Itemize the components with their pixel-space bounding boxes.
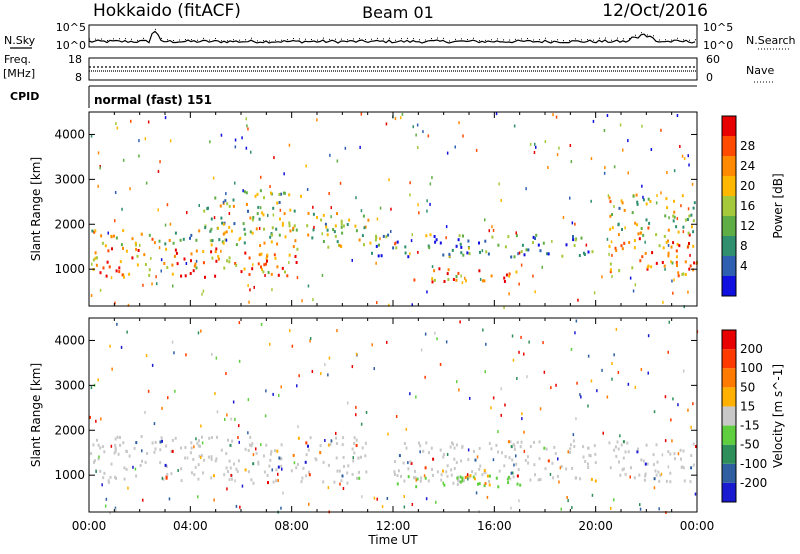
beam-title: Beam 01 [362,3,434,22]
noise-sky-line [88,30,696,44]
velocity-ylabel: Slant Range [km] [29,363,43,467]
velocity-frame [88,317,698,513]
velocity-colorbar-tick-0: 200 [740,342,763,356]
power-region-5 [369,233,594,259]
noise-right-tick-high: 10^5 [703,21,733,34]
velocity-region-1 [393,439,597,485]
velocity-colorbar-tick-2: 50 [740,380,755,394]
power-ytick-label-1: 2000 [54,217,85,231]
velocity-colorbar-tick-5: -50 [740,438,760,452]
velocity-colorbar-label: Velocity [m s^-1] [771,364,785,468]
nsky-label: N.Sky [4,34,36,47]
power-region-3 [292,211,370,249]
power-region-0 [92,246,299,279]
power-colorbar-seg-5 [722,176,736,196]
noise-left-tick-high: 10^5 [56,21,86,34]
velocity-colorbar-seg-2 [722,444,736,464]
power-colorbar-seg-3 [722,216,736,236]
velocity-scatter-noise [89,319,699,515]
power-ytick-label-2: 3000 [54,172,85,186]
velocity-region-2 [396,473,522,489]
power-region-1 [91,229,292,248]
power-colorbar-frame [721,115,737,297]
velocity-colorbar-tick-3: 15 [740,399,755,413]
freq-unit-label: [MHz] [3,67,35,80]
velocity-colorbar-seg-1 [722,463,736,483]
freq-tick-high: 18 [68,53,82,66]
velocity-ytick-label-3: 4000 [54,333,85,347]
power-colorbar-seg-2 [722,236,736,256]
velocity-region-4 [608,440,695,484]
power-ytick-label-0: 1000 [54,262,85,276]
velocity-colorbar-seg-8 [722,330,736,350]
freq-label: Freq. [4,53,31,66]
xtick-label-3: 12:00 [376,519,411,533]
velocity-ytick-label-1: 2000 [54,423,85,437]
power-colorbar-tick-1: 8 [740,239,748,253]
power-region-6 [608,233,698,278]
power-region-4 [413,267,518,284]
power-colorbar-label: Power [dB] [771,173,785,238]
cpid-label: CPID [10,90,39,103]
velocity-colorbar-seg-3 [722,425,736,445]
velocity-colorbar-seg-0 [722,482,736,502]
velocity-colorbar-seg-4 [722,406,736,426]
power-colorbar-tick-0: 4 [740,259,748,273]
station-title: Hokkaido (fitACF) [93,1,241,21]
cpid-text: normal (fast) 151 [94,93,212,107]
xtick-label-4: 16:00 [477,519,512,533]
nave-label: Nave [746,64,774,77]
xtick-label-1: 04:00 [173,519,208,533]
xaxis-label: Time UT [367,533,418,547]
power-colorbar-tick-6: 28 [740,139,755,153]
velocity-region-0 [90,435,368,485]
xtick-label-6: 00:00 [680,519,715,533]
noise-left-tick-low: 10^0 [56,39,86,52]
freq-strip-frame [88,57,698,81]
xtick-label-2: 08:00 [274,519,309,533]
xtick-label-5: 20:00 [578,519,613,533]
power-ytick-label-3: 4000 [54,127,85,141]
power-region-7 [608,193,696,237]
velocity-ytick-label-0: 1000 [54,468,85,482]
power-ylabel: Slant Range [km] [29,157,43,261]
freq-tick-low: 8 [75,71,82,84]
power-colorbar-tick-2: 12 [740,219,755,233]
nave-tick-low: 0 [706,71,713,84]
velocity-ytick-label-2: 3000 [54,378,85,392]
power-colorbar-seg-1 [722,256,736,276]
velocity-colorbar-seg-7 [722,349,736,369]
date-title: 12/Oct/2016 [602,1,708,21]
power-colorbar-tick-4: 20 [740,179,755,193]
velocity-colorbar-frame [721,329,737,503]
power-region-2 [203,189,302,232]
power-scatter-noise [90,112,694,309]
power-panel: 1000 2000 3000 4000 Slant Range [km] 4 8 12 16 20… [29,111,785,309]
velocity-colorbar-seg-6 [722,368,736,388]
velocity-colorbar-tick-1: 100 [740,361,763,375]
xtick-label-0: 00:00 [72,519,107,533]
power-colorbar-seg-8 [722,116,736,136]
power-colorbar-tick-3: 16 [740,199,755,213]
velocity-panel: 1000 2000 3000 4000 Slant Range [km] 00:00 04:… [29,317,785,547]
noise-search-line [89,28,696,42]
noise-right-tick-low: 10^0 [703,39,733,52]
power-colorbar-seg-0 [722,276,736,296]
nsearch-label: N.Search [746,34,796,47]
power-colorbar-seg-4 [722,196,736,216]
noise-strip-frame [88,24,698,48]
velocity-colorbar-seg-5 [722,387,736,407]
velocity-colorbar-tick-4: -15 [740,419,760,433]
velocity-colorbar-tick-7: -200 [740,476,767,490]
power-colorbar-tick-5: 24 [740,159,755,173]
power-colorbar-seg-7 [722,136,736,156]
velocity-colorbar-tick-6: -100 [740,457,767,471]
power-colorbar-seg-6 [722,156,736,176]
nave-tick-high: 60 [706,53,720,66]
